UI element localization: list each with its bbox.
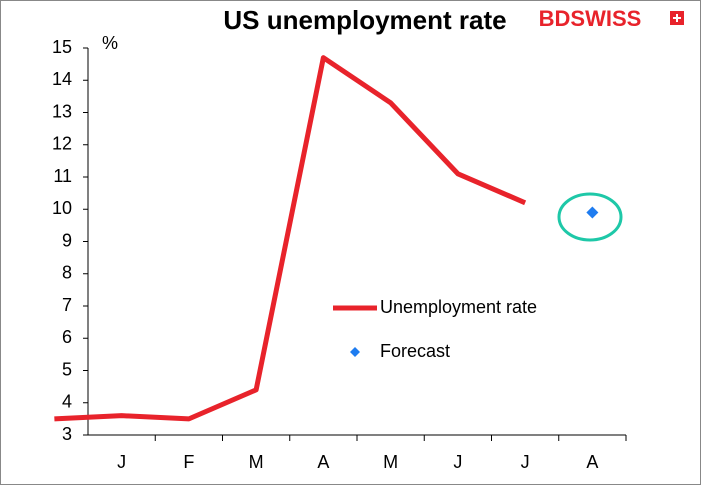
y-tick-label: 13 [52, 101, 72, 121]
y-tick-label: 10 [52, 198, 72, 218]
y-tick-label: 5 [62, 359, 72, 379]
y-tick-label: 8 [62, 263, 72, 283]
logo-icon [670, 11, 684, 25]
y-tick-label: 3 [62, 424, 72, 444]
y-tick-label: 7 [62, 295, 72, 315]
logo: BDSWISS [539, 6, 642, 31]
forecast-marker [586, 206, 599, 219]
x-tick-label: J [521, 452, 530, 472]
x-tick-label: J [117, 452, 126, 472]
y-tick-label: 9 [62, 230, 72, 250]
y-tick-label: 4 [62, 392, 72, 412]
annotation-circle [557, 192, 623, 242]
line-series [54, 55, 527, 422]
legend-marker [350, 347, 360, 357]
legend-label: Forecast [380, 341, 450, 361]
y-tick-label: 15 [52, 37, 72, 57]
y-tick-label: 12 [52, 134, 72, 154]
x-tick-label: A [317, 452, 329, 472]
chart-title: US unemployment rate [223, 5, 506, 35]
y-axis-label: % [102, 33, 118, 53]
x-tick-label: A [586, 452, 598, 472]
legend-label: Unemployment rate [380, 297, 537, 317]
x-tick-label: J [453, 452, 462, 472]
x-tick-label: M [249, 452, 264, 472]
x-tick-label: F [183, 452, 194, 472]
y-tick-label: 11 [53, 166, 72, 186]
x-tick-label: M [383, 452, 398, 472]
y-tick-label: 6 [62, 327, 72, 347]
y-tick-label: 14 [52, 69, 72, 89]
